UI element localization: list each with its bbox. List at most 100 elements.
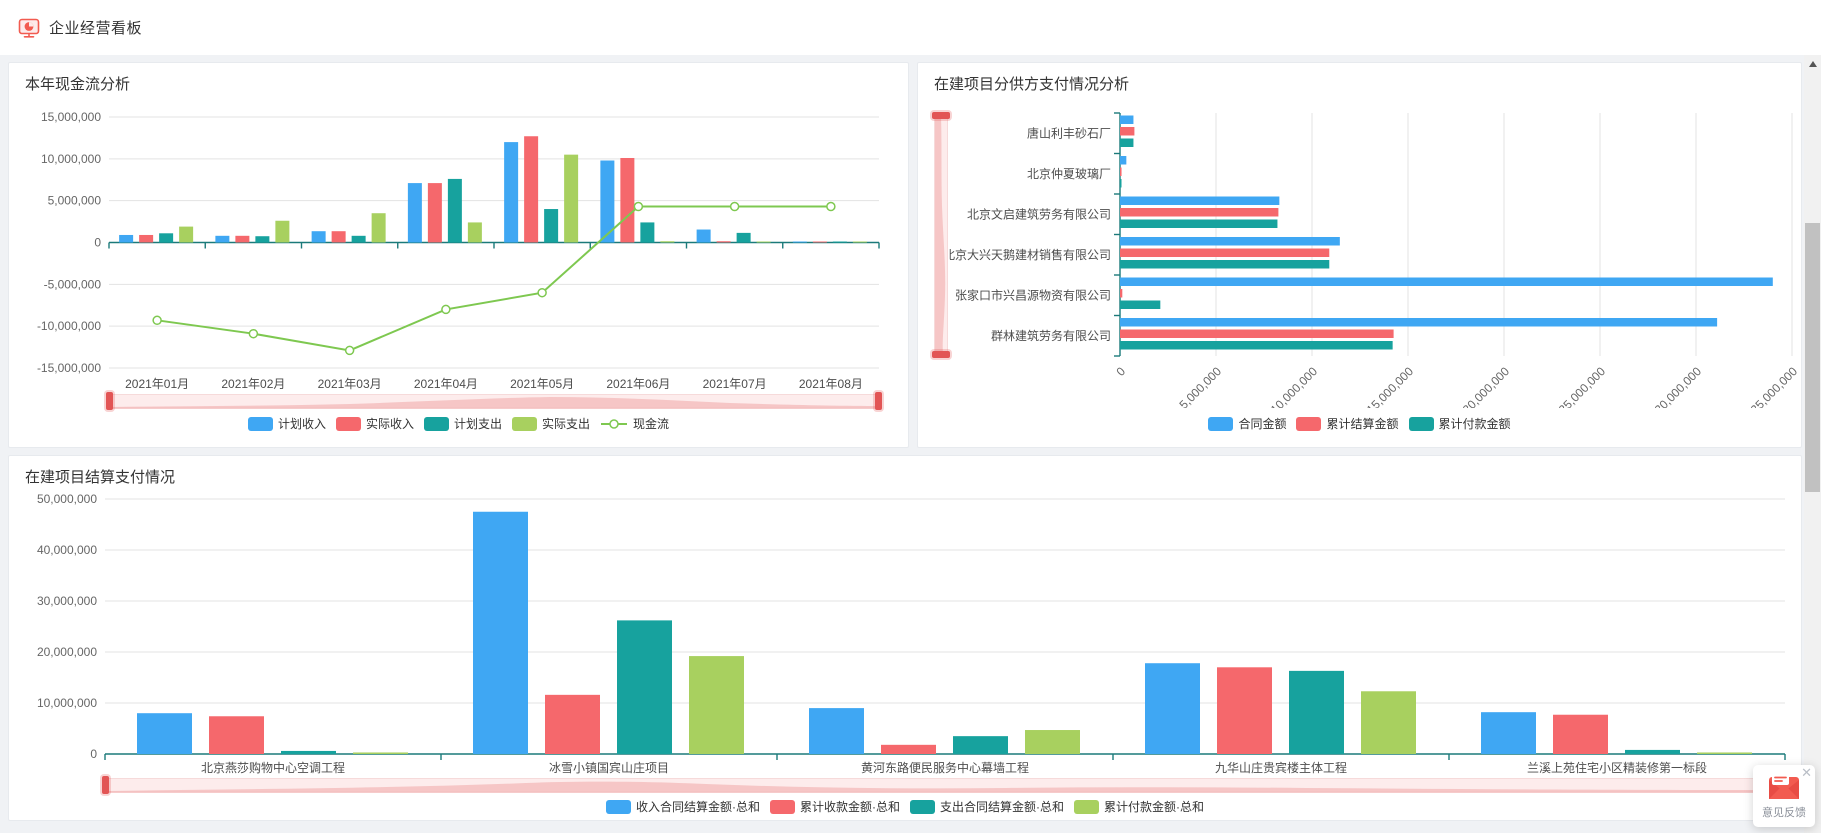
- cashflow-chart-canvas: 15,000,000 10,000,000 5,000,000 0 -5,000,000…: [37, 110, 880, 391]
- legend-item[interactable]: 累计结算金额: [1296, 415, 1399, 432]
- x-axis-category-label: 2021年08月: [799, 377, 863, 391]
- bar: [427, 183, 442, 243]
- legend-label: 实际收入: [365, 417, 414, 431]
- page-title: 企业经营看板: [49, 20, 143, 37]
- bar: [1120, 127, 1135, 136]
- bar: [1120, 341, 1393, 350]
- close-icon[interactable]: ✕: [1801, 765, 1812, 780]
- bar: [736, 232, 751, 243]
- legend-item[interactable]: 累计付款金额·总和: [1074, 798, 1204, 815]
- bar: [1120, 248, 1330, 257]
- bar: [1120, 289, 1123, 298]
- bar: [812, 241, 827, 243]
- bar: [139, 234, 154, 243]
- bar: [524, 136, 539, 243]
- chart-legend: 计划收入 实际收入 计划支出 实际支出 现金流: [9, 415, 908, 432]
- datazoom-preview: [110, 397, 880, 409]
- x-axis-tick-label: 30,000,000: [1652, 364, 1705, 408]
- legend-item[interactable]: 累计付款金额: [1408, 415, 1511, 432]
- bar: [1120, 196, 1280, 205]
- bar: [832, 241, 847, 243]
- bar: [1145, 663, 1200, 754]
- feedback-widget[interactable]: ✕ 意见反馈: [1753, 765, 1815, 827]
- y-axis-tick-label: 20,000,000: [37, 645, 97, 659]
- bar: [504, 142, 519, 243]
- legend-item[interactable]: 计划支出: [423, 415, 502, 432]
- datazoom-handle-top[interactable]: [932, 112, 950, 119]
- bar: [1120, 167, 1122, 176]
- legend-item[interactable]: 实际支出: [512, 415, 590, 432]
- app-header: 企业经营看板: [0, 0, 1821, 55]
- x-axis-category-label: 2021年05月: [510, 377, 574, 391]
- x-axis-category-label: 冰雪小镇国宾山庄项目: [549, 760, 669, 775]
- bar: [119, 234, 134, 243]
- bar: [852, 241, 867, 243]
- datazoom-handle-left[interactable]: [106, 392, 113, 410]
- datazoom-slider[interactable]: [102, 776, 1788, 794]
- x-axis-category-label: 九华山庄贵宾楼主体工程: [1215, 760, 1347, 775]
- line-marker: [441, 304, 451, 315]
- line-marker: [344, 345, 355, 356]
- x-axis-category-label: 北京燕莎购物中心空调工程: [201, 760, 345, 775]
- bar: [1120, 179, 1122, 188]
- chart-legend: 合同金额 累计结算金额 累计付款金额: [918, 415, 1801, 432]
- cashflow-chart-title: 本年现金流分析: [25, 76, 131, 93]
- legend-swatch: [423, 416, 449, 431]
- y-axis-tick-label: 40,000,000: [37, 543, 97, 557]
- legend-item[interactable]: 实际收入: [335, 415, 414, 432]
- line-marker: [537, 287, 547, 298]
- bar: [351, 235, 366, 243]
- legend-label: 累计收款金额·总和: [800, 800, 900, 814]
- x-axis-tick-label: 35,000,000: [1748, 364, 1801, 408]
- datazoom-slider-vertical[interactable]: [932, 112, 950, 358]
- legend-label: 实际支出: [542, 417, 591, 431]
- line-marker: [826, 201, 836, 212]
- datazoom-handle-left[interactable]: [102, 776, 109, 794]
- bar: [617, 620, 672, 754]
- bar: [809, 708, 864, 754]
- page-scrollbar[interactable]: [1804, 55, 1821, 833]
- bar: [275, 220, 290, 243]
- legend-item[interactable]: 合同金额: [1208, 415, 1286, 432]
- bar: [179, 226, 194, 243]
- legend-label: 支出合同结算金额·总和: [940, 800, 1064, 814]
- legend-item[interactable]: 支出合同结算金额·总和: [910, 798, 1064, 815]
- y-axis-tick-label: -10,000,000: [37, 319, 101, 333]
- y-axis-tick-label: 50,000,000: [37, 492, 97, 506]
- bar: [689, 656, 744, 754]
- subcontractor-chart-canvas: 0 5,000,000 10,000,000 15,000,000 20,000,000…: [943, 112, 1801, 408]
- x-axis-category-label: 2021年02月: [221, 377, 285, 391]
- chart-legend: 收入合同结算金额·总和 累计收款金额·总和 支出合同结算金额·总和 累计付款金额·总和: [9, 798, 1801, 815]
- bar: [1697, 752, 1752, 754]
- legend-item[interactable]: 累计收款金额·总和: [770, 798, 900, 815]
- datazoom-handle-bottom[interactable]: [932, 351, 950, 358]
- scrollbar-up-arrow-icon[interactable]: [1804, 55, 1821, 72]
- y-axis-tick-label: -15,000,000: [37, 361, 101, 375]
- x-axis-category-label: 兰溪上苑住宅小区精装修第一标段: [1527, 760, 1707, 775]
- y-axis-category-label: 张家口市兴昌源物资有限公司: [955, 287, 1111, 302]
- x-axis-tick-label: 20,000,000: [1460, 364, 1513, 408]
- y-axis-category-label: 群林建筑劳务有限公司: [991, 328, 1111, 343]
- x-axis-category-label: 2021年06月: [606, 377, 670, 391]
- bar: [1120, 219, 1278, 228]
- datazoom-slider[interactable]: [106, 392, 882, 410]
- bar: [1361, 691, 1416, 754]
- bar: [1120, 237, 1340, 246]
- legend-item[interactable]: 计划收入: [247, 415, 326, 432]
- scrollbar-thumb[interactable]: [1805, 223, 1820, 492]
- x-axis-category-label: 2021年04月: [414, 377, 478, 391]
- datazoom-preview: [935, 116, 946, 356]
- legend-label: 累计付款金额: [1438, 417, 1511, 431]
- cashflow-line: [156, 205, 831, 352]
- datazoom-handle-right[interactable]: [875, 392, 882, 410]
- legend-swatch: [1296, 416, 1322, 431]
- legend-item[interactable]: 收入合同结算金额·总和: [606, 798, 760, 815]
- line-marker-icon: [601, 418, 628, 429]
- y-axis-tick-label: 10,000,000: [41, 152, 101, 166]
- bar: [467, 222, 482, 243]
- legend-swatch: [606, 799, 631, 814]
- legend-label: 计划收入: [277, 417, 326, 431]
- legend-item[interactable]: 现金流: [600, 415, 669, 432]
- bar: [640, 222, 655, 243]
- datazoom-preview: [106, 781, 1786, 793]
